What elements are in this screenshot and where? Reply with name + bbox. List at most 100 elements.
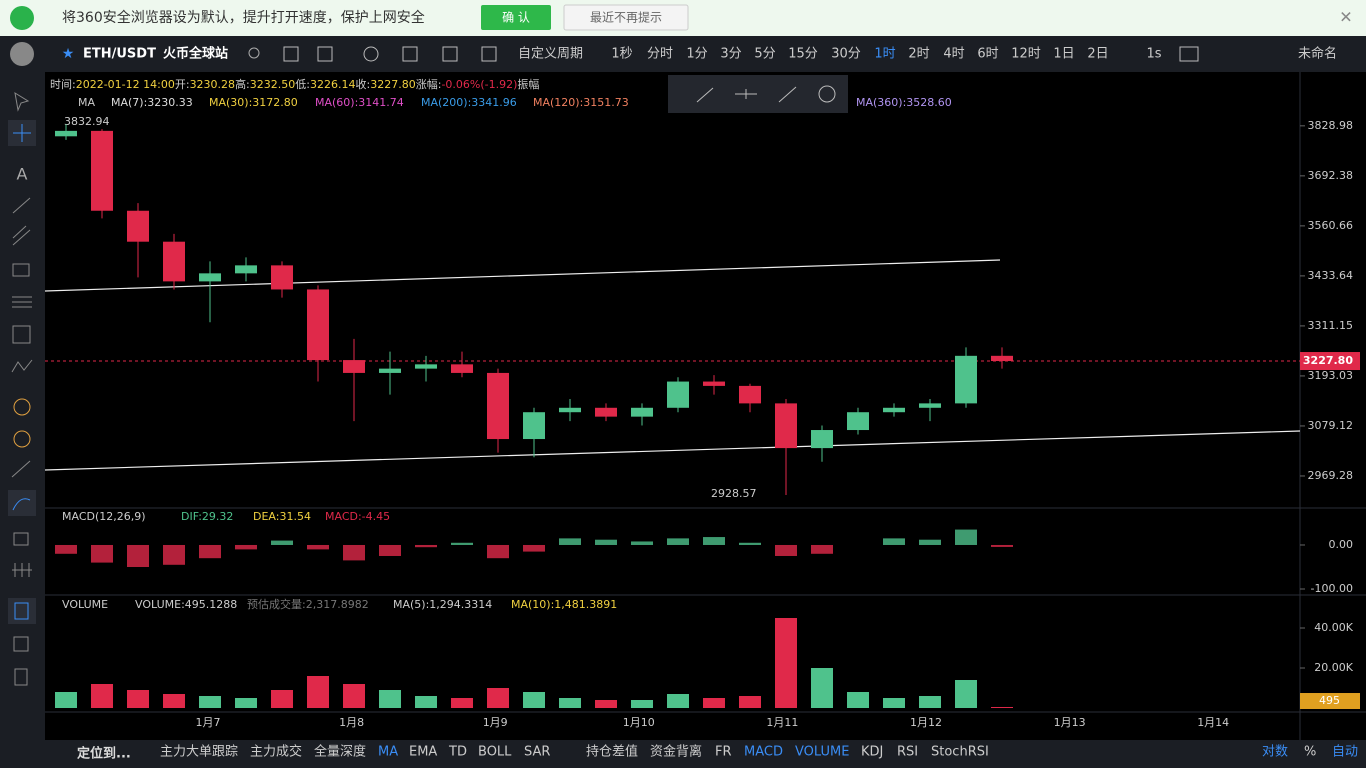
period[interactable]: 4时 (943, 47, 964, 62)
axis-option[interactable]: % (1304, 745, 1316, 760)
ma-title: MA (78, 96, 95, 109)
icon-active[interactable] (8, 490, 36, 516)
period[interactable]: 2日 (1087, 47, 1108, 62)
volume-value: VOLUME:495.1288 (135, 598, 237, 611)
favorite-star[interactable]: ★ (62, 46, 75, 62)
indicator[interactable]: StochRSI (931, 745, 989, 760)
period-menu[interactable]: 自定义周期 (518, 47, 583, 62)
candle-body (487, 372, 509, 440)
indicator[interactable]: VOLUME (795, 745, 849, 760)
indicator[interactable]: MA (378, 745, 398, 760)
indicator[interactable]: BOLL (478, 745, 512, 760)
tool[interactable] (735, 89, 757, 99)
period[interactable]: 分时 (647, 47, 673, 62)
period[interactable]: 3分 (720, 47, 741, 62)
tool[interactable] (818, 85, 836, 103)
icon[interactable] (442, 46, 458, 62)
indicator[interactable]: FR (715, 745, 732, 760)
dismiss-button[interactable] (563, 4, 689, 31)
icon[interactable] (13, 124, 31, 142)
search-icon[interactable] (248, 47, 260, 59)
indicator[interactable]: 持仓差值 (586, 744, 638, 760)
icon[interactable] (14, 668, 28, 686)
indicator[interactable]: TD (448, 745, 467, 760)
indicator[interactable]: 主力大单跟踪 (160, 745, 238, 760)
close-banner[interactable]: ✕ (1339, 8, 1352, 27)
icon-active[interactable] (8, 598, 36, 624)
icon[interactable] (13, 636, 29, 652)
pane-borders (45, 72, 1366, 740)
indicator[interactable]: 全量深度 (314, 744, 366, 760)
icon[interactable] (12, 225, 31, 246)
macd-bar (343, 544, 365, 561)
macd-bar (739, 542, 761, 545)
period[interactable]: 5分 (754, 47, 775, 62)
icon[interactable] (14, 91, 30, 112)
layout-name[interactable]: 未命名 (1298, 46, 1337, 62)
indicator[interactable]: RSI (897, 745, 918, 760)
icon[interactable] (14, 602, 29, 620)
macd-bar (595, 539, 617, 545)
confirm-button[interactable] (481, 5, 551, 30)
period[interactable]: 1分 (686, 47, 707, 62)
indicator[interactable]: SAR (524, 745, 550, 760)
y-tick-label: 3079.12 (1308, 419, 1354, 432)
locate[interactable]: 定位到... (76, 746, 131, 762)
candle-body (919, 403, 941, 408)
icon[interactable] (12, 498, 31, 511)
icon[interactable]: A (17, 165, 28, 184)
period[interactable]: 1秒 (611, 47, 632, 62)
icon[interactable] (13, 398, 31, 416)
candle-body (955, 355, 977, 404)
icon[interactable] (11, 359, 33, 373)
y-tick-label: 3433.64 (1308, 269, 1354, 282)
tool[interactable] (778, 86, 797, 103)
volume-bar (343, 684, 365, 708)
logo (10, 42, 34, 66)
indicator[interactable]: 资金背离 (650, 744, 702, 760)
period[interactable]: 12时 (1011, 47, 1041, 62)
icon[interactable] (283, 46, 299, 62)
icon[interactable] (317, 46, 333, 62)
icon[interactable] (363, 46, 379, 62)
indicator[interactable]: 主力成交 (250, 744, 302, 760)
macd-bar (955, 529, 977, 545)
indicator[interactable]: EMA (409, 745, 437, 760)
period[interactable]: 15分 (788, 47, 818, 62)
icon[interactable] (13, 532, 29, 546)
icon[interactable] (11, 460, 31, 478)
time-label: 1月8 (339, 716, 364, 729)
tool[interactable] (696, 87, 714, 103)
macd-bar (523, 544, 545, 552)
icon[interactable] (12, 263, 30, 277)
ma-item: MA(360):3528.60 (856, 96, 952, 109)
indicator[interactable]: MACD (744, 745, 783, 760)
toolbar (0, 36, 1366, 72)
volume-bar (127, 690, 149, 708)
icon[interactable] (1179, 46, 1199, 62)
period[interactable]: 2时 (908, 47, 929, 62)
speed[interactable]: 1s (1146, 47, 1161, 62)
macd-bar (775, 544, 797, 556)
indicator[interactable]: KDJ (861, 745, 883, 760)
dismiss-label[interactable]: 最近不再提示 (590, 10, 662, 25)
icon[interactable] (12, 197, 31, 214)
icon[interactable] (481, 46, 497, 62)
icon[interactable] (402, 46, 418, 62)
period[interactable]: 6时 (977, 47, 998, 62)
period[interactable]: 1时 (874, 47, 895, 62)
candle-body (991, 355, 1013, 362)
candle-body (451, 364, 473, 373)
icon[interactable] (12, 296, 32, 308)
icon[interactable] (12, 325, 31, 344)
confirm-label[interactable]: 确 认 (502, 11, 530, 25)
period[interactable]: 30分 (831, 47, 861, 62)
axis-option[interactable]: 自动 (1332, 745, 1358, 760)
icon[interactable] (12, 563, 32, 577)
exchange[interactable]: 火币全球站 (163, 46, 228, 62)
axis-option[interactable]: 对数 (1262, 745, 1288, 760)
symbol[interactable]: ETH/USDT (83, 47, 156, 62)
icon[interactable] (13, 430, 31, 448)
sidebar (0, 72, 45, 768)
period[interactable]: 1日 (1053, 47, 1074, 62)
